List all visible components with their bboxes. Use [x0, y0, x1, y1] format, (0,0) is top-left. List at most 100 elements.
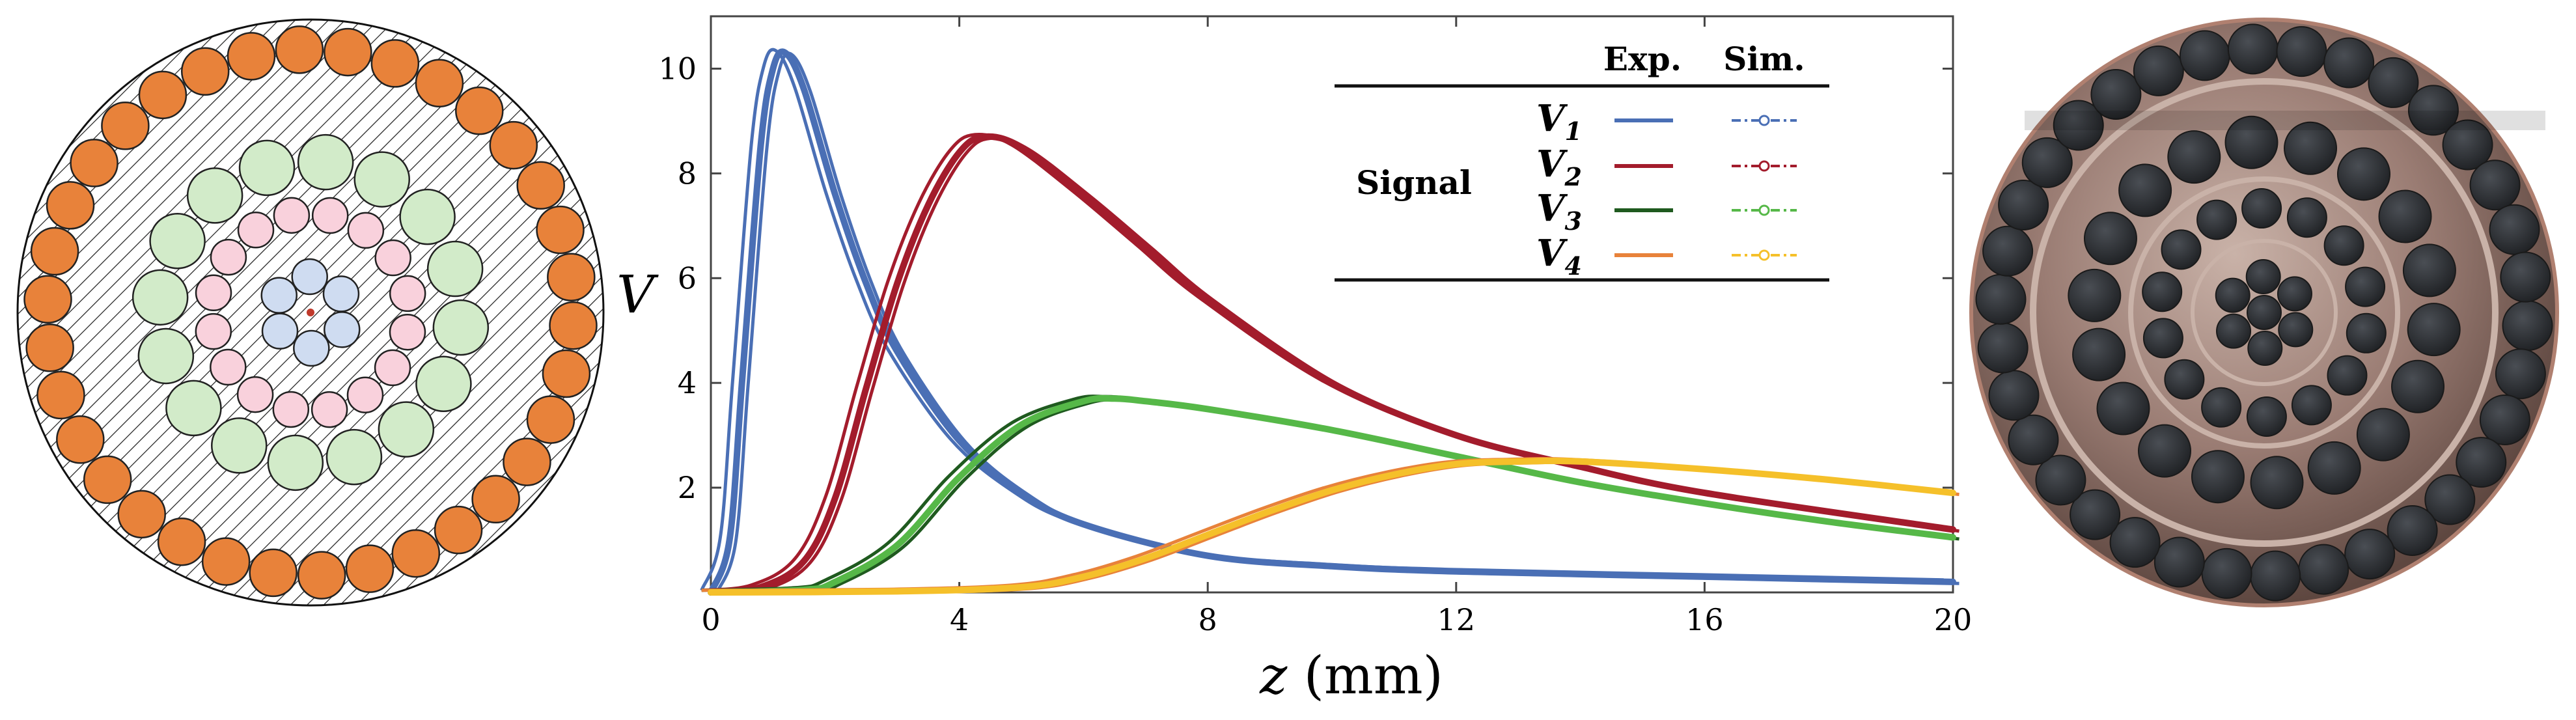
series-v1-point	[758, 145, 763, 150]
photo-inner-hole	[2142, 271, 2183, 312]
pink-fiber-circle	[195, 312, 232, 350]
y-tick-label: 4	[678, 365, 697, 400]
photo-outer-hole	[2442, 119, 2493, 171]
photo-middle-hole	[2378, 189, 2432, 243]
series-v3-point	[1454, 454, 1458, 458]
series-v4-point	[1702, 467, 1707, 471]
x-tick-label: 16	[1685, 602, 1724, 637]
photo-outer-hole	[2227, 23, 2278, 75]
series-v3-point	[895, 543, 900, 547]
photo-outer-hole	[2070, 489, 2121, 540]
legend-sim-marker-v2	[1758, 160, 1770, 172]
outer-fiber-circle	[117, 490, 166, 539]
photo-outer-hole	[2250, 550, 2301, 602]
photo-inner-hole	[2345, 266, 2386, 307]
photo-middle-hole	[2083, 212, 2137, 266]
series-v1-point	[833, 192, 837, 197]
legend-label-v4: V4	[1536, 232, 1582, 281]
outer-fiber-circle	[201, 537, 251, 586]
outer-fiber-circle	[549, 301, 598, 350]
series-v2-point	[982, 135, 986, 139]
photo-outer-hole	[2407, 85, 2459, 136]
photo-outer-hole	[2298, 544, 2349, 595]
photo-middle-hole	[2407, 303, 2461, 357]
outer-fiber-circle	[36, 370, 85, 420]
outer-fiber-circle	[275, 25, 324, 74]
series-v2-point	[1143, 245, 1148, 249]
series-v2-exp-line-a	[701, 133, 1945, 592]
photo-outer-hole	[1982, 225, 2034, 277]
photo-outer-hole	[1988, 370, 2040, 421]
legend-label-v3: V3	[1536, 187, 1582, 236]
outer-fiber-circle	[434, 505, 483, 555]
photo-seam-shadow	[2025, 111, 2545, 130]
outer-fiber-circle	[391, 529, 441, 578]
x-tick-label: 0	[701, 602, 720, 637]
series-v3-point	[1206, 407, 1210, 411]
blue-fiber-circle	[293, 329, 330, 367]
fiber-rings	[23, 25, 598, 600]
blue-fiber-circle	[322, 275, 360, 312]
outer-fiber-circle	[249, 548, 298, 598]
outer-fiber-circle	[297, 551, 346, 600]
photo-inner-hole	[2142, 318, 2183, 359]
series-v4-point	[1019, 585, 1023, 589]
pink-fiber-circle	[346, 376, 384, 413]
series-v3-point	[1951, 535, 1955, 540]
outer-fiber-circle	[471, 475, 520, 524]
plot-frame	[710, 15, 1954, 594]
pink-fiber-circle	[210, 348, 247, 386]
photo-outer-hole	[2387, 505, 2438, 556]
photo-middle-hole	[2191, 450, 2245, 504]
pink-fiber-circle	[374, 349, 411, 387]
photo-spiral-wall-inner	[2128, 176, 2400, 449]
photo-middle-hole	[2284, 121, 2338, 175]
green-fiber-circle	[353, 151, 410, 208]
series-v2-point	[1206, 297, 1210, 301]
pink-fiber-circle	[311, 391, 348, 428]
series-v3-point	[1578, 480, 1583, 485]
series-lines	[700, 48, 1960, 596]
center-fiber-dot	[307, 309, 314, 316]
legend-col-exp: Exp.	[1603, 40, 1682, 78]
series-v1-point	[1081, 522, 1086, 527]
pink-fiber-circle	[195, 274, 232, 312]
legend-label-v1: V1	[1536, 97, 1582, 146]
pink-fiber-circle	[237, 212, 275, 249]
series-v3-point	[833, 579, 837, 584]
series-v2-point	[833, 496, 837, 501]
series-v1-point	[740, 381, 744, 385]
series-v4-point	[1330, 488, 1334, 493]
outer-fiber-circle	[46, 181, 95, 230]
photo-middle-hole	[2224, 115, 2278, 169]
series-v2-point	[1951, 527, 1955, 532]
pink-fiber-circle	[374, 239, 411, 277]
outer-fiber-circle	[536, 205, 585, 255]
y-tick-label: 10	[658, 51, 697, 86]
photo-outer-hole	[2368, 57, 2419, 108]
green-fiber-circle	[399, 188, 456, 245]
outer-fiber-circle	[180, 47, 230, 96]
outer-fiber-circle	[324, 27, 372, 77]
photo-outer-hole	[2456, 437, 2507, 488]
photo-outer-hole	[2133, 45, 2184, 96]
series-v2-point	[1081, 192, 1086, 197]
series-v1-point	[783, 51, 788, 55]
legend-col-sim: Sim.	[1723, 40, 1805, 78]
series-v4-point	[1578, 459, 1583, 464]
blue-fiber-circle	[324, 311, 361, 348]
green-fiber-circle	[426, 240, 484, 298]
series-v3-sim-line	[708, 395, 1956, 596]
outer-fiber-circle	[503, 437, 551, 486]
series-v2-point	[895, 281, 900, 286]
green-fiber-circle	[415, 355, 472, 412]
outer-fiber-circle	[101, 101, 150, 150]
photo-outer-hole	[2109, 517, 2161, 568]
green-fiber-circle	[211, 417, 268, 474]
photo-middle-hole	[2118, 163, 2172, 217]
legend-sim-marker-v4	[1758, 249, 1770, 261]
photo-outer-hole	[2489, 204, 2540, 255]
photo-outer-hole	[2276, 26, 2327, 77]
series-v1-point	[957, 438, 962, 443]
series-v2-point	[864, 386, 868, 391]
